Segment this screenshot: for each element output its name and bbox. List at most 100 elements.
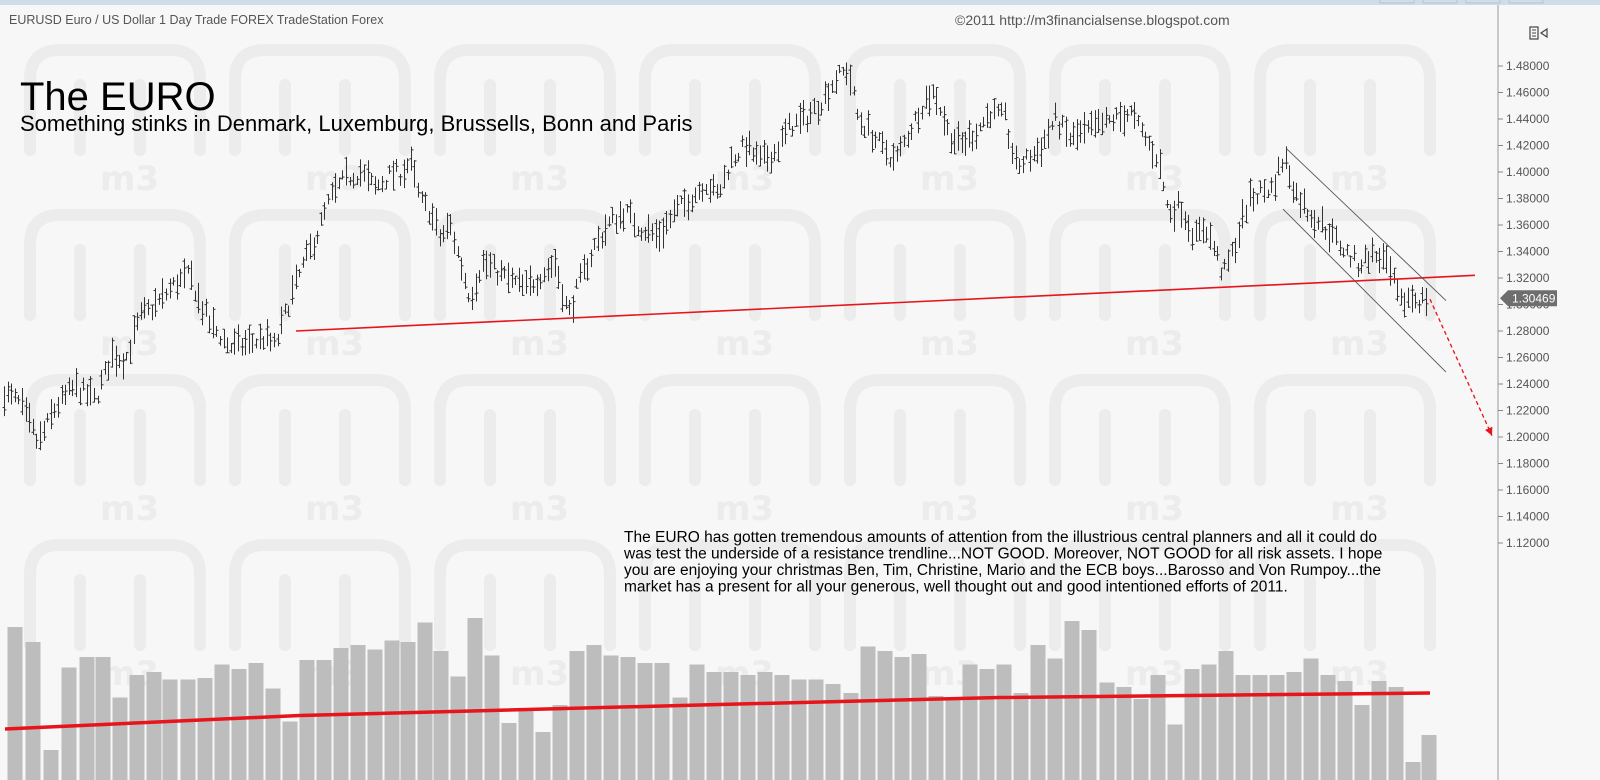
- price-bar: [772, 144, 777, 162]
- volume-bar: [112, 697, 128, 780]
- y-tick-label: 1.46000: [1506, 86, 1550, 100]
- price-bar: [1298, 191, 1303, 219]
- price-bar: [794, 113, 799, 127]
- price-bar: [1006, 129, 1011, 150]
- price-bar: [312, 237, 317, 261]
- watermark-text: m3: [1330, 159, 1389, 199]
- panel-toggle-icon[interactable]: [1529, 26, 1548, 40]
- watermark-tile: m3: [1254, 44, 1436, 199]
- price-bar: [366, 160, 371, 192]
- price-bar: [686, 194, 691, 221]
- volume-bar: [1013, 693, 1029, 780]
- volume-bar: [162, 679, 178, 780]
- price-bar: [164, 288, 169, 301]
- y-tick-label: 1.40000: [1506, 165, 1550, 179]
- price-bar: [682, 188, 687, 217]
- y-tick-label: 1.44000: [1506, 112, 1550, 126]
- price-bar: [117, 354, 122, 369]
- price-bar: [607, 216, 612, 227]
- watermark-text: m3: [920, 324, 979, 364]
- price-bar: [650, 223, 655, 242]
- volume-bar: [552, 705, 568, 780]
- price-bar: [297, 268, 302, 278]
- volume-bar: [569, 651, 585, 780]
- price-bar: [837, 64, 842, 74]
- price-bar: [9, 383, 14, 405]
- price-bar: [110, 337, 115, 368]
- price-bar: [1111, 114, 1116, 132]
- price-bar: [1064, 116, 1069, 147]
- price-bar: [218, 335, 223, 346]
- price-bar: [852, 86, 857, 96]
- price-bar: [1147, 135, 1152, 151]
- annotation-text: The EURO has gotten tremendous amounts o…: [623, 529, 1382, 596]
- price-bar: [157, 293, 162, 305]
- price-bar: [830, 80, 835, 93]
- price-bar: [970, 130, 975, 152]
- price-bar: [909, 123, 914, 140]
- price-bar: [139, 302, 144, 320]
- price-bar: [1071, 121, 1076, 146]
- volume-bar: [467, 618, 483, 780]
- watermark-tile: m3: [639, 44, 821, 199]
- volume-bar: [825, 684, 841, 780]
- price-bar: [1046, 118, 1051, 149]
- price-bar: [1399, 288, 1404, 306]
- watermark-text: m3: [510, 159, 569, 199]
- price-bar: [531, 279, 536, 294]
- price-bar: [1248, 178, 1253, 207]
- price-bar: [1417, 299, 1422, 314]
- price-bar: [1262, 179, 1267, 203]
- price-bar: [160, 278, 165, 309]
- y-tick-label: 1.26000: [1506, 351, 1550, 365]
- y-tick-label: 1.24000: [1506, 377, 1550, 391]
- price-bar: [290, 275, 295, 305]
- price-bar: [92, 387, 97, 403]
- price-bar: [484, 250, 489, 280]
- volume-bar: [1405, 762, 1421, 780]
- volume-bar: [723, 672, 739, 780]
- price-bar: [337, 177, 342, 190]
- price-bar: [1413, 292, 1418, 309]
- price-bar: [409, 146, 414, 171]
- price-bar: [1078, 120, 1083, 143]
- price-bar: [45, 413, 50, 423]
- watermark: m3 m3 m3 m3 m3 m3 m3 m3 m3 m3 m3 m3 m3 m3 m3 m3 m3 m3 m3 m3…: [24, 44, 1436, 694]
- price-bar: [402, 159, 407, 189]
- price-bar: [574, 278, 579, 289]
- price-bar: [1068, 132, 1073, 147]
- volume-bar: [95, 657, 111, 780]
- price-bar: [448, 214, 453, 236]
- volume-bar: [417, 622, 433, 780]
- watermark-tile: m3: [434, 374, 616, 529]
- price-bar: [1395, 278, 1400, 302]
- price-bar: [330, 182, 335, 201]
- price-bar: [1320, 206, 1325, 233]
- price-bar: [1089, 110, 1094, 136]
- price-bar: [114, 345, 119, 377]
- price-bar: [294, 264, 299, 290]
- price-bar: [1392, 267, 1397, 284]
- price-bar: [229, 343, 234, 354]
- volume-bar: [1371, 681, 1387, 780]
- price-bar: [1039, 137, 1044, 168]
- watermark-text: m3: [920, 489, 979, 529]
- price-bar: [927, 85, 932, 117]
- price-bar: [718, 184, 723, 198]
- price-bar: [70, 379, 75, 397]
- volume-bar: [248, 663, 264, 780]
- price-bar: [848, 64, 853, 96]
- watermark-text: m3: [510, 654, 569, 694]
- price-bar: [1424, 288, 1429, 317]
- volume-bar: [265, 688, 281, 780]
- price-bar: [240, 338, 245, 356]
- price-bar: [207, 315, 212, 334]
- price-bar: [520, 274, 525, 296]
- volume-bar: [501, 723, 517, 780]
- price-bar: [96, 395, 101, 404]
- price-bar: [24, 397, 29, 422]
- price-bar: [578, 263, 583, 283]
- price-bar: [920, 105, 925, 120]
- volume-bar: [1235, 675, 1251, 780]
- chart-title: The EURO: [20, 75, 216, 119]
